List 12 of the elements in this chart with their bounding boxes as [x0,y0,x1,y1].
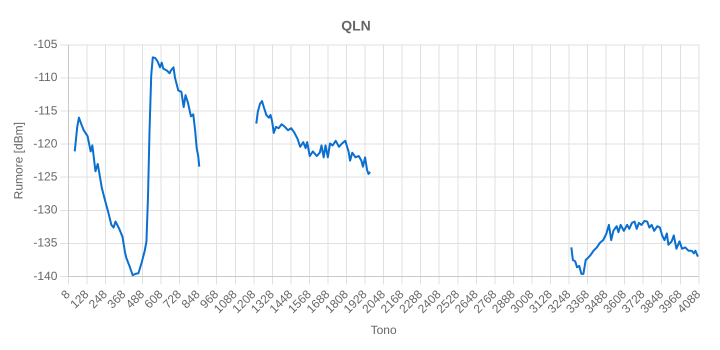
y-tick-label: -125 [33,170,58,184]
y-tick-label: -115 [34,103,58,118]
y-tick-label: -120 [33,136,58,150]
y-tick-label: -105 [33,37,58,52]
chart-title: QLN [341,17,371,34]
y-tick-label: -130 [33,202,58,217]
x-axis-title: Tono [370,323,397,338]
y-axis-title: Rumore [dBm] [12,122,26,200]
y-tick-label: -135 [33,236,58,250]
y-tick-label: -140 [33,268,58,283]
x-tick-label: 8 [58,286,74,302]
y-tick-label: -110 [34,70,58,84]
